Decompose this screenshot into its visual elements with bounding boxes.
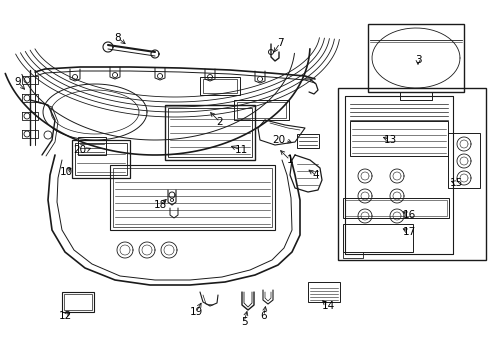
Text: 9: 9: [15, 77, 21, 87]
Text: 17: 17: [402, 227, 415, 237]
Text: 20: 20: [271, 135, 285, 145]
Text: 6: 6: [260, 311, 267, 321]
Text: 8: 8: [115, 33, 121, 43]
Bar: [203, 79, 237, 93]
Bar: [64, 294, 92, 310]
Bar: [168, 108, 251, 157]
Text: 19: 19: [189, 307, 202, 317]
Bar: [342, 198, 448, 218]
Text: 5: 5: [240, 317, 247, 327]
Bar: [307, 282, 339, 302]
Text: 14: 14: [321, 301, 334, 311]
Text: 7: 7: [276, 38, 283, 48]
Text: 10: 10: [60, 167, 72, 177]
Text: 18: 18: [153, 200, 166, 210]
Text: 3: 3: [414, 55, 421, 65]
Bar: [200, 77, 240, 95]
Bar: [237, 102, 285, 118]
Bar: [296, 134, 318, 148]
Bar: [75, 143, 127, 175]
Bar: [78, 137, 106, 155]
Bar: [342, 224, 412, 252]
Text: 1: 1: [286, 155, 293, 165]
Bar: [349, 121, 447, 156]
Bar: [72, 140, 130, 178]
Text: 20: 20: [73, 145, 86, 155]
Text: 15: 15: [448, 178, 462, 188]
Bar: [164, 105, 254, 160]
Text: 4: 4: [312, 170, 319, 180]
Bar: [447, 133, 479, 188]
Text: 11: 11: [234, 145, 247, 155]
Text: 12: 12: [58, 311, 71, 321]
Bar: [234, 100, 288, 120]
Bar: [337, 88, 485, 260]
Text: 13: 13: [383, 135, 396, 145]
Text: 16: 16: [402, 210, 415, 220]
Bar: [110, 165, 274, 230]
Bar: [113, 168, 271, 227]
Text: 2: 2: [216, 117, 223, 127]
Bar: [345, 200, 446, 216]
Bar: [62, 292, 94, 312]
Bar: [367, 24, 463, 92]
